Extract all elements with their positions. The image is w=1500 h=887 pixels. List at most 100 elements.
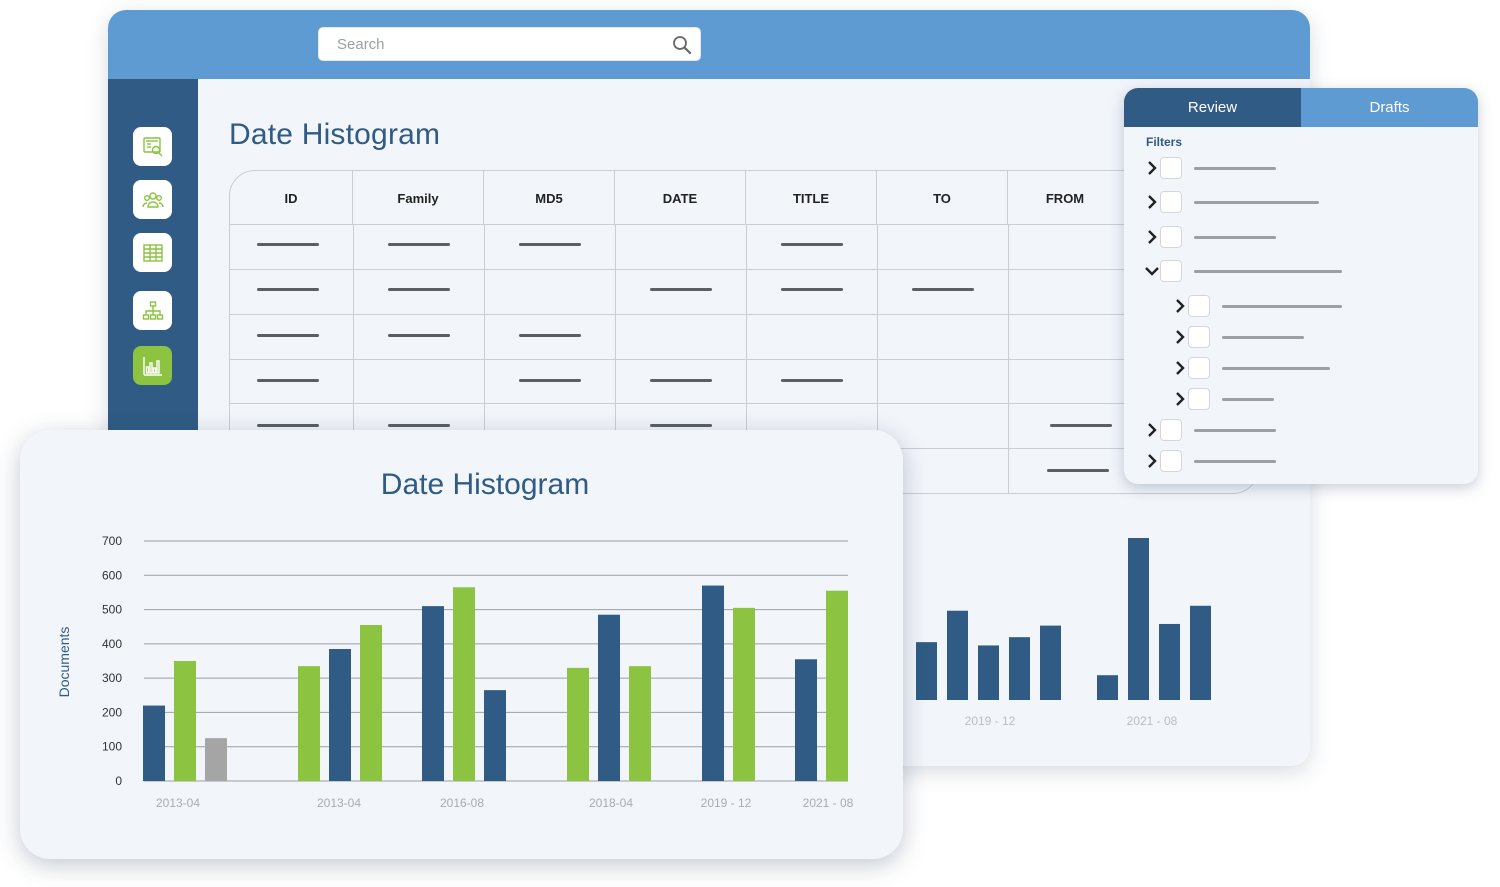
filter-item-label-placeholder [1194,201,1319,204]
table-cell-placeholder [257,334,319,337]
histogram-bar [629,666,651,781]
row-divider [230,314,1258,315]
background-histogram-bar [1190,605,1211,700]
filter-checkbox[interactable] [1160,226,1182,248]
filter-item[interactable] [1144,225,1464,249]
search-input[interactable] [319,28,700,60]
background-histogram-bar [916,642,937,700]
chevron-right-icon[interactable] [1144,160,1160,176]
column-header-to[interactable]: TO [877,171,1008,225]
table-header: ID Family MD5 DATE TITLE TO FROM [230,171,1258,225]
filter-item-label-placeholder [1222,336,1304,339]
histogram-bar [205,738,227,781]
table-cell-placeholder [781,243,843,246]
row-divider [230,269,1258,270]
filter-item[interactable] [1144,449,1464,473]
x-tick-label: 2013-04 [156,796,200,810]
y-tick-label: 400 [102,637,122,651]
background-histogram-bar [1040,625,1061,700]
sidebar-item-users[interactable] [133,180,172,219]
background-x-tick-label: 2021 - 08 [1127,714,1178,728]
chevron-right-icon[interactable] [1144,453,1160,469]
table-cell-placeholder [519,379,581,382]
chevron-down-icon[interactable] [1144,263,1160,279]
filter-item-label-placeholder [1194,270,1342,273]
chevron-right-icon[interactable] [1172,360,1188,376]
column-header-id[interactable]: ID [230,171,353,225]
table-cell-placeholder [650,424,712,427]
y-tick-label: 200 [102,705,122,719]
filter-checkbox[interactable] [1188,326,1210,348]
column-header-family[interactable]: Family [353,171,484,225]
document-search-icon [142,136,162,156]
tab-review[interactable]: Review [1124,88,1301,127]
column-divider [877,225,878,493]
filter-subitem[interactable] [1172,294,1464,318]
column-divider [1008,225,1009,493]
table-cell-placeholder [257,243,319,246]
filter-subitem[interactable] [1172,325,1464,349]
bar-chart-icon [142,356,162,376]
histogram-bar [174,661,196,781]
chevron-right-icon[interactable] [1172,298,1188,314]
filter-item-label-placeholder [1194,429,1276,432]
histogram-bar [795,659,817,781]
filter-item[interactable] [1144,190,1464,214]
background-histogram: 2019 - 12 2021 - 08 [916,538,1211,728]
chevron-right-icon[interactable] [1144,229,1160,245]
filter-checkbox[interactable] [1188,357,1210,379]
histogram-bar [484,690,506,781]
column-header-date[interactable]: DATE [615,171,746,225]
users-group-icon [141,191,164,208]
top-bar [108,10,1310,79]
sidebar-item-hierarchy[interactable] [133,291,172,330]
filter-item-expanded[interactable] [1144,259,1464,283]
y-tick-label: 600 [102,568,122,582]
histogram-chart: 0 100 200 300 400 500 600 700 Documents 2013-04 20… [56,534,854,810]
filter-subitem[interactable] [1172,356,1464,380]
x-tick-label: 2013-04 [317,796,361,810]
y-tick-label: 100 [102,740,122,754]
histogram-bar [143,705,165,781]
filter-subitem[interactable] [1172,387,1464,411]
chevron-right-icon[interactable] [1172,329,1188,345]
column-header-from[interactable]: FROM [1045,190,1085,206]
search-box[interactable] [318,27,701,61]
chevron-right-icon[interactable] [1172,391,1188,407]
chevron-right-icon[interactable] [1144,194,1160,210]
filter-checkbox[interactable] [1160,191,1182,213]
background-x-tick-label: 2019 - 12 [965,714,1016,728]
column-divider [615,225,616,493]
filter-checkbox[interactable] [1160,157,1182,179]
filters-label: Filters [1146,135,1183,149]
filter-item[interactable] [1144,156,1464,180]
x-tick-label: 2016-08 [440,796,484,810]
background-histogram-bar [1128,538,1149,700]
sidebar-item-histogram[interactable] [133,346,172,385]
filter-checkbox[interactable] [1160,450,1182,472]
filter-item[interactable] [1144,418,1464,442]
background-histogram-bar [1159,623,1180,700]
tab-drafts[interactable]: Drafts [1301,88,1478,127]
row-divider [230,403,1258,404]
filter-checkbox[interactable] [1160,419,1182,441]
background-histogram-bar [1009,637,1030,700]
histogram-bar [702,585,724,781]
column-header-md5[interactable]: MD5 [484,171,615,225]
filter-checkbox[interactable] [1188,388,1210,410]
page-title: Date Histogram [229,118,441,151]
chevron-right-icon[interactable] [1144,422,1160,438]
y-axis-label: Documents [56,627,72,698]
column-header-title[interactable]: TITLE [746,171,877,225]
column-divider [746,225,747,493]
filter-checkbox[interactable] [1160,260,1182,282]
filter-item-label-placeholder [1194,236,1276,239]
histogram-bar [598,614,620,781]
filter-checkbox[interactable] [1188,295,1210,317]
sidebar-item-table[interactable] [133,233,172,272]
y-tick-label: 0 [115,774,122,788]
table-cell-placeholder [388,288,450,291]
sidebar-item-document-search[interactable] [133,127,172,166]
search-icon[interactable] [672,35,692,55]
